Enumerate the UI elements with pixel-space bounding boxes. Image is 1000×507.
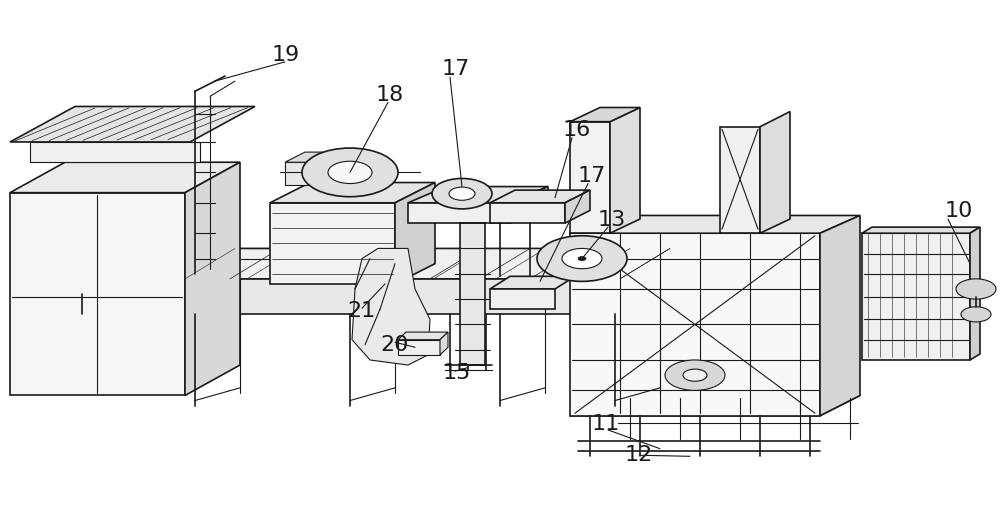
- Polygon shape: [862, 227, 980, 233]
- Text: 19: 19: [272, 45, 300, 65]
- Text: 12: 12: [625, 445, 653, 465]
- Polygon shape: [862, 233, 970, 360]
- Polygon shape: [610, 107, 640, 233]
- Polygon shape: [285, 162, 335, 185]
- Polygon shape: [285, 152, 355, 162]
- Circle shape: [537, 236, 627, 281]
- Polygon shape: [570, 215, 860, 233]
- Circle shape: [562, 248, 602, 269]
- Polygon shape: [970, 227, 980, 360]
- Circle shape: [449, 187, 475, 200]
- Polygon shape: [510, 187, 548, 223]
- Circle shape: [328, 161, 372, 184]
- Text: 17: 17: [442, 59, 470, 79]
- Polygon shape: [565, 190, 590, 223]
- Polygon shape: [185, 248, 670, 279]
- Polygon shape: [408, 203, 510, 223]
- Polygon shape: [570, 395, 860, 416]
- Circle shape: [683, 369, 707, 381]
- Polygon shape: [570, 107, 640, 122]
- Polygon shape: [10, 162, 240, 193]
- Circle shape: [578, 257, 586, 261]
- Text: 16: 16: [563, 120, 591, 140]
- Circle shape: [432, 178, 492, 209]
- Circle shape: [961, 307, 991, 322]
- Polygon shape: [720, 127, 760, 233]
- Polygon shape: [408, 187, 548, 203]
- Polygon shape: [490, 276, 575, 289]
- Polygon shape: [440, 332, 448, 355]
- Polygon shape: [185, 162, 240, 395]
- Polygon shape: [185, 279, 620, 314]
- Polygon shape: [760, 112, 790, 233]
- Polygon shape: [460, 223, 485, 365]
- Text: 15: 15: [443, 363, 471, 383]
- Text: 13: 13: [598, 209, 626, 230]
- Polygon shape: [30, 142, 200, 162]
- Text: 17: 17: [578, 165, 606, 186]
- Polygon shape: [270, 203, 395, 284]
- Polygon shape: [395, 183, 435, 284]
- Polygon shape: [620, 248, 670, 314]
- Text: 11: 11: [592, 414, 620, 434]
- Polygon shape: [10, 193, 185, 395]
- Polygon shape: [490, 190, 590, 203]
- Text: 21: 21: [347, 301, 375, 321]
- Circle shape: [665, 360, 725, 390]
- Polygon shape: [352, 248, 430, 365]
- Text: 20: 20: [380, 335, 408, 355]
- Text: 10: 10: [945, 201, 973, 221]
- Polygon shape: [270, 183, 435, 203]
- Circle shape: [302, 148, 398, 197]
- Polygon shape: [820, 215, 860, 416]
- Text: 18: 18: [376, 85, 404, 105]
- Polygon shape: [398, 340, 440, 355]
- Circle shape: [956, 279, 996, 299]
- Polygon shape: [398, 332, 448, 340]
- Polygon shape: [570, 233, 820, 416]
- Polygon shape: [490, 203, 565, 223]
- Polygon shape: [10, 106, 255, 142]
- Polygon shape: [490, 289, 555, 309]
- Polygon shape: [570, 122, 610, 233]
